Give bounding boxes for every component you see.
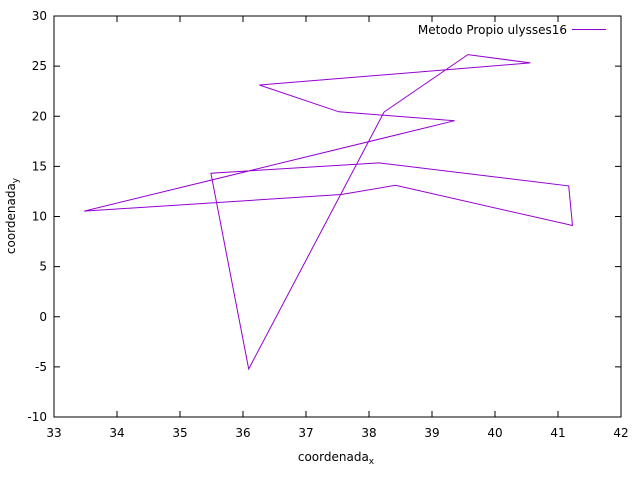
x-tick-label: 38 xyxy=(361,426,376,440)
x-tick-label: 34 xyxy=(109,426,124,440)
x-tick-label: 35 xyxy=(172,426,187,440)
x-tick-label: 39 xyxy=(424,426,439,440)
plot-area xyxy=(53,15,622,418)
x-tick-label: 36 xyxy=(235,426,250,440)
x-tick-label: 40 xyxy=(487,426,502,440)
y-tick-label: 25 xyxy=(32,59,47,73)
y-tick-label: 20 xyxy=(32,109,47,123)
y-tick-label: 30 xyxy=(32,9,47,23)
series-line xyxy=(84,54,574,371)
y-axis-label: coordenaday xyxy=(4,177,21,254)
legend: Metodo Propio ulysses16 xyxy=(418,23,606,37)
legend-label: Metodo Propio ulysses16 xyxy=(418,23,567,37)
y-tick-label: -5 xyxy=(35,360,47,374)
x-tick-label: 33 xyxy=(46,426,61,440)
y-tick-label: -10 xyxy=(27,410,47,424)
x-axis-label: coordenadax xyxy=(298,450,375,467)
y-tick-labels: -10 -5 0 5 10 15 20 25 30 xyxy=(27,9,47,424)
y-tick-label: 0 xyxy=(39,310,47,324)
x-tick-labels: 33 34 35 36 37 38 39 40 41 42 xyxy=(46,426,628,440)
y-tick-label: 15 xyxy=(32,159,47,173)
x-tick-label: 42 xyxy=(613,426,628,440)
y-tick-label: 10 xyxy=(32,210,47,224)
y-tick-label: 5 xyxy=(39,260,47,274)
axis-ticks xyxy=(53,15,622,418)
x-tick-label: 41 xyxy=(550,426,565,440)
x-tick-label: 37 xyxy=(298,426,313,440)
